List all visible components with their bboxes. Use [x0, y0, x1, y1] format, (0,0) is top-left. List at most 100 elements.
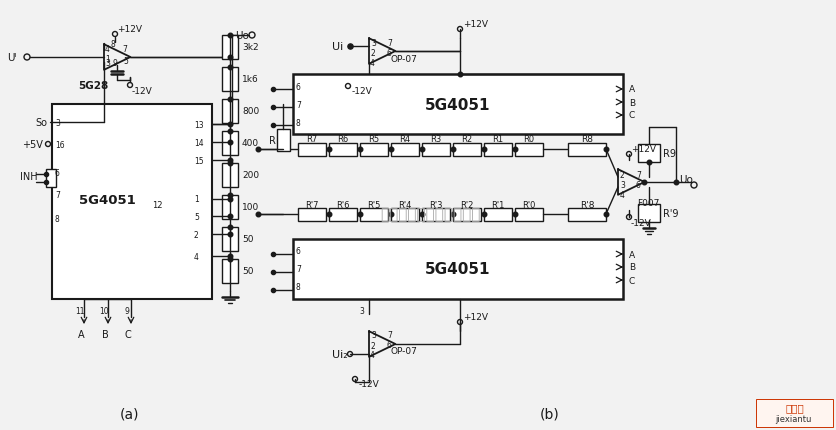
Text: 1k6: 1k6	[242, 75, 258, 84]
Text: R'3: R'3	[429, 200, 442, 209]
Text: 8: 8	[111, 40, 115, 49]
Text: 2: 2	[370, 342, 375, 351]
Text: R'4: R'4	[398, 200, 411, 209]
Text: 3: 3	[619, 180, 624, 189]
Bar	[222, 132, 237, 156]
Bar	[329, 209, 357, 221]
Text: B: B	[628, 263, 635, 272]
Text: 6: 6	[296, 82, 300, 91]
Text: 杭州博智计算机有限公司: 杭州博智计算机有限公司	[380, 207, 480, 222]
Text: 4: 4	[194, 252, 199, 261]
Bar	[514, 209, 543, 221]
Bar	[222, 100, 237, 124]
Text: 200: 200	[242, 171, 259, 180]
Text: C: C	[628, 276, 635, 285]
Text: C: C	[628, 111, 635, 120]
Text: INH: INH	[20, 172, 38, 181]
Bar	[359, 144, 388, 157]
Text: 9: 9	[125, 307, 130, 316]
Bar	[483, 209, 512, 221]
Text: 6: 6	[296, 247, 300, 256]
Text: R3: R3	[430, 135, 441, 144]
Text: Uo: Uo	[678, 175, 692, 184]
Text: 5G4051: 5G4051	[79, 193, 135, 206]
Text: +12V: +12V	[462, 312, 487, 321]
Text: 2: 2	[370, 49, 375, 58]
Text: R'2: R'2	[460, 200, 473, 209]
Text: 50: 50	[242, 235, 253, 244]
Text: 1: 1	[194, 195, 198, 204]
Text: R'7: R'7	[305, 200, 319, 209]
Text: 400: 400	[242, 139, 259, 148]
Text: R1: R1	[492, 135, 503, 144]
Text: 14: 14	[194, 138, 203, 147]
Text: 7: 7	[122, 44, 127, 53]
Text: 7: 7	[635, 170, 640, 179]
Text: 3: 3	[104, 58, 110, 68]
Text: 9: 9	[113, 58, 118, 68]
Bar	[483, 144, 512, 157]
Text: 4: 4	[370, 351, 375, 359]
Text: Ui₂: Ui₂	[332, 349, 347, 359]
Text: 13: 13	[194, 120, 203, 129]
Bar	[568, 144, 605, 157]
Text: R'8: R'8	[579, 200, 594, 209]
Text: 6: 6	[386, 341, 391, 350]
Text: OP-07: OP-07	[390, 54, 417, 63]
Text: 6: 6	[635, 180, 640, 189]
Text: 3k2: 3k2	[242, 43, 258, 52]
Text: 7: 7	[296, 100, 300, 109]
Bar	[637, 205, 660, 222]
Text: R6: R6	[337, 135, 349, 144]
Text: +5V: +5V	[22, 140, 43, 150]
Text: 3: 3	[55, 118, 60, 127]
Bar	[514, 144, 543, 157]
Bar	[222, 227, 237, 252]
Bar	[359, 209, 388, 221]
Text: 800: 800	[242, 107, 259, 116]
Text: OP-07: OP-07	[390, 347, 417, 356]
Text: (b): (b)	[539, 407, 559, 421]
Bar	[637, 144, 660, 163]
Text: R'9: R'9	[662, 209, 678, 218]
Text: 1: 1	[104, 54, 110, 63]
Bar	[298, 144, 325, 157]
Bar	[390, 209, 419, 221]
Text: R7: R7	[306, 135, 317, 144]
Bar	[222, 68, 237, 92]
Text: 16: 16	[55, 140, 64, 149]
Bar	[222, 36, 237, 60]
Text: R'1: R'1	[491, 200, 504, 209]
Text: 7: 7	[386, 331, 391, 340]
Text: (a): (a)	[120, 407, 140, 421]
Text: 15: 15	[194, 156, 203, 165]
Text: 7: 7	[55, 190, 60, 199]
Text: 3: 3	[370, 38, 375, 47]
Text: R4: R4	[399, 135, 410, 144]
Text: R: R	[268, 136, 276, 146]
Bar	[222, 196, 237, 219]
Text: 4: 4	[104, 46, 110, 54]
Bar	[421, 144, 450, 157]
Text: +12V: +12V	[630, 144, 655, 153]
Bar	[46, 169, 56, 187]
Text: 8: 8	[296, 283, 300, 292]
Text: 4: 4	[370, 58, 375, 68]
Text: +12V: +12V	[462, 19, 487, 28]
Text: A: A	[628, 85, 635, 94]
Text: 3: 3	[359, 307, 364, 316]
Text: 10: 10	[99, 307, 109, 316]
Bar	[421, 209, 450, 221]
Text: R9: R9	[662, 149, 675, 159]
Text: 2: 2	[619, 170, 624, 179]
Text: 7: 7	[296, 265, 300, 274]
Bar	[222, 164, 237, 187]
Text: R'0: R'0	[522, 200, 535, 209]
Text: R8: R8	[580, 135, 592, 144]
Text: Uo: Uo	[235, 31, 248, 41]
Text: So: So	[35, 118, 47, 128]
Bar	[222, 259, 237, 283]
Text: -12V: -12V	[352, 87, 372, 96]
Text: 5: 5	[194, 212, 199, 221]
Text: 50: 50	[242, 267, 253, 276]
